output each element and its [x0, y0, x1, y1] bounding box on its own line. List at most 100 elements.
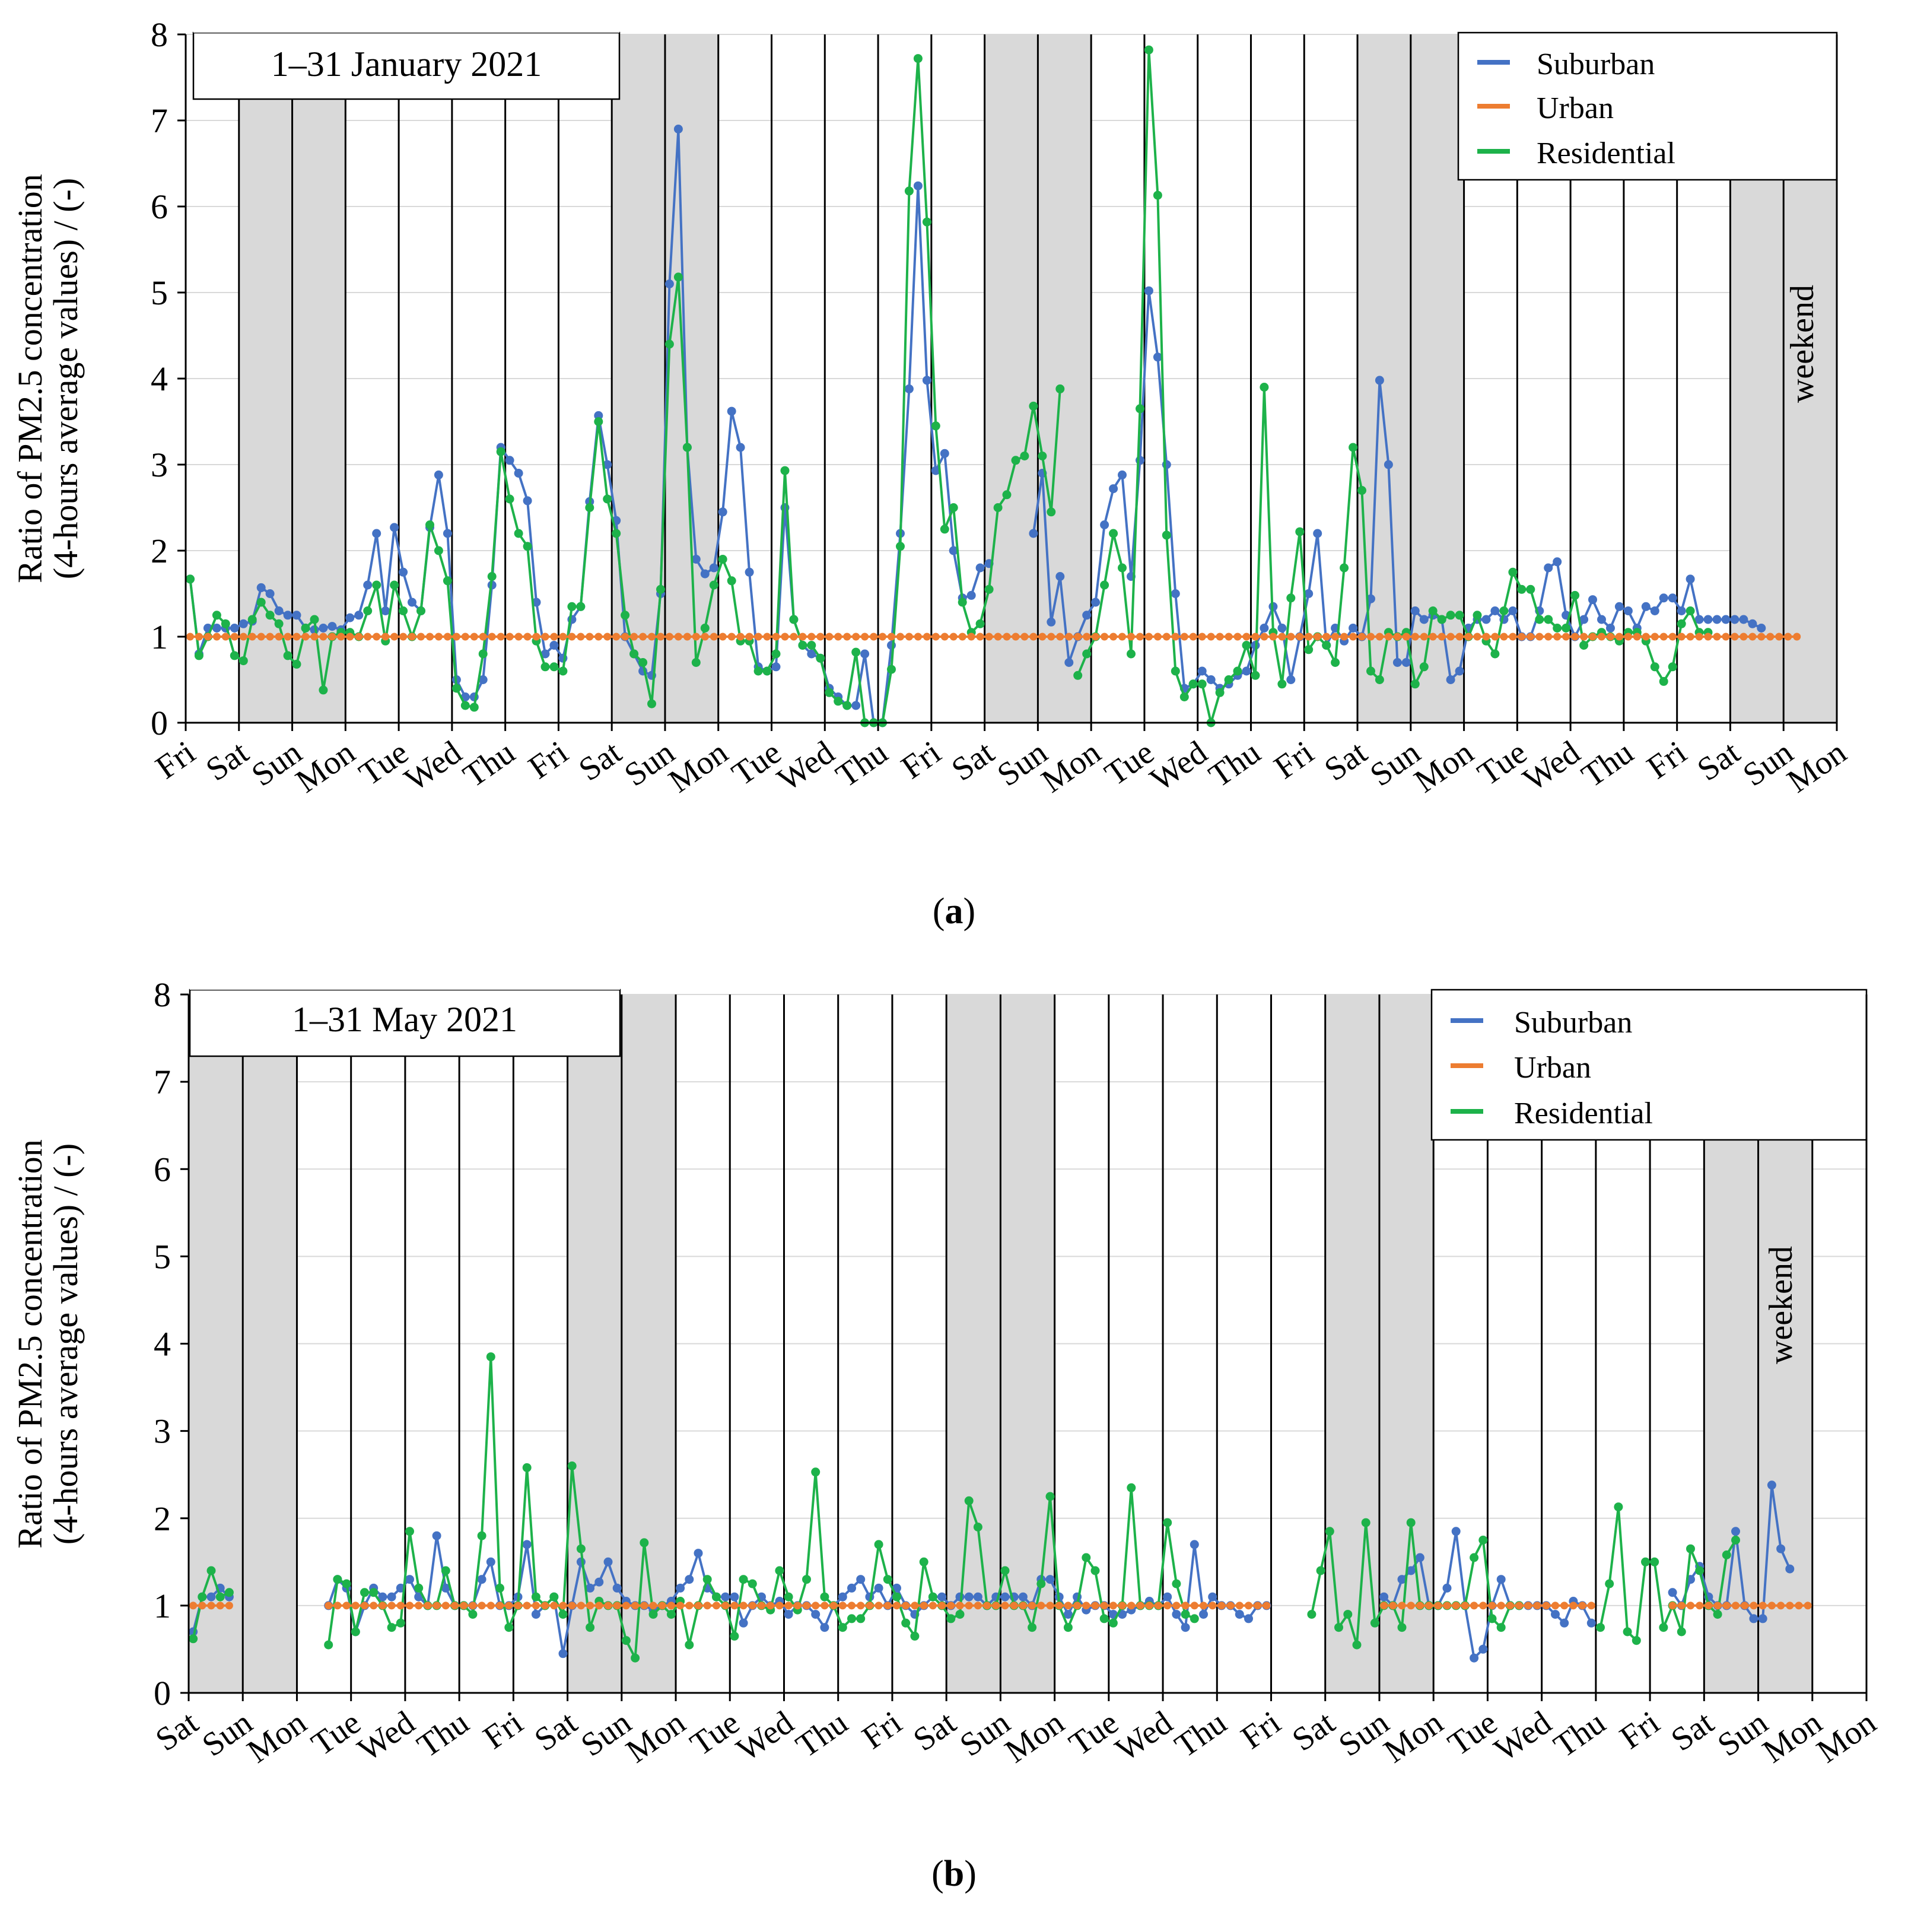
data-point-residential — [230, 651, 239, 660]
data-point-suburban — [736, 443, 745, 452]
x-tick-label: Sat — [907, 1704, 963, 1759]
data-point-residential — [648, 1610, 658, 1619]
data-point-urban — [337, 633, 345, 641]
data-point-urban — [364, 633, 372, 641]
data-point-residential — [390, 580, 399, 590]
data-point-urban — [426, 633, 434, 641]
data-point-residential — [495, 1583, 504, 1593]
weekend-band — [664, 34, 718, 723]
data-point-residential — [1242, 641, 1251, 650]
data-point-urban — [505, 1601, 513, 1610]
weekend-band — [984, 34, 1038, 723]
data-point-urban — [186, 633, 194, 641]
data-point-residential — [1650, 662, 1659, 672]
data-point-residential — [194, 651, 203, 660]
data-point-urban — [568, 1601, 576, 1610]
data-point-urban — [532, 1601, 540, 1610]
data-point-urban — [434, 633, 443, 641]
data-point-residential — [1028, 1623, 1037, 1632]
data-point-urban — [1491, 633, 1499, 641]
data-point-suburban — [856, 1575, 866, 1584]
data-point-residential — [1713, 1610, 1722, 1619]
data-point-urban — [1402, 633, 1410, 641]
data-point-suburban — [434, 470, 443, 479]
data-point-residential — [640, 1538, 649, 1547]
weekend-band — [621, 994, 676, 1693]
data-point-residential — [1047, 507, 1056, 517]
data-point-residential — [567, 602, 577, 611]
data-point-residential — [1605, 1579, 1614, 1588]
data-point-residential — [1063, 1623, 1073, 1632]
data-point-urban — [1777, 1601, 1785, 1610]
data-point-urban — [221, 633, 230, 641]
data-point-urban — [1001, 1601, 1009, 1610]
data-point-urban — [807, 633, 816, 641]
data-point-residential — [946, 1614, 956, 1623]
x-tick-label: Mon — [290, 734, 362, 800]
data-point-residential — [1375, 675, 1384, 684]
y-tick-label: 7 — [154, 1063, 171, 1101]
data-point-residential — [1307, 1610, 1316, 1619]
weekend-band — [1758, 1140, 1812, 1693]
data-point-suburban — [1064, 658, 1074, 667]
data-point-residential — [887, 665, 896, 674]
panel-b-chart: 1–31 May 2021 Suburban Urban Residential wee… — [11, 975, 1882, 1894]
data-point-residential — [621, 611, 630, 620]
title-box-mask — [190, 978, 620, 990]
data-point-residential — [1677, 1627, 1686, 1637]
data-point-urban — [1038, 633, 1047, 641]
data-point-residential — [993, 503, 1003, 512]
data-point-suburban — [1668, 593, 1677, 603]
data-point-suburban — [238, 619, 248, 628]
data-point-residential — [727, 576, 736, 586]
data-point-residential — [847, 1614, 856, 1623]
data-point-suburban — [1401, 658, 1411, 667]
data-point-residential — [1437, 615, 1446, 624]
data-point-urban — [1012, 633, 1020, 641]
data-point-residential — [709, 580, 718, 590]
series-line-residential — [1599, 1505, 1737, 1642]
x-tick-label: Thu — [411, 1704, 475, 1765]
data-point-suburban — [1419, 615, 1429, 624]
data-point-residential — [1295, 527, 1305, 536]
data-point-suburban — [727, 406, 736, 416]
data-point-urban — [355, 633, 363, 641]
data-point-residential — [369, 1588, 379, 1597]
data-point-urban — [568, 633, 576, 641]
data-point-urban — [767, 1601, 775, 1610]
data-point-urban — [1544, 633, 1553, 641]
data-point-residential — [1370, 1618, 1379, 1628]
data-point-suburban — [612, 1583, 622, 1593]
data-point-urban — [399, 633, 408, 641]
data-point-suburban — [1235, 1610, 1244, 1619]
weekend-label: weekend — [1763, 1246, 1799, 1364]
data-point-residential — [1002, 490, 1012, 500]
data-point-urban — [893, 1601, 901, 1610]
data-point-residential — [540, 662, 550, 672]
data-point-residential — [1487, 1614, 1497, 1623]
data-point-urban — [1389, 1601, 1397, 1610]
chart-title: 1–31 May 2021 — [292, 1000, 517, 1039]
data-point-residential — [505, 494, 514, 504]
x-tick-label: Fri — [522, 734, 575, 786]
data-point-suburban — [1304, 589, 1314, 598]
data-point-urban — [1109, 1601, 1117, 1610]
data-point-suburban — [1623, 606, 1633, 615]
data-point-suburban — [1544, 563, 1553, 573]
data-point-urban — [461, 633, 469, 641]
data-point-suburban — [399, 567, 408, 577]
data-point-residential — [523, 542, 532, 551]
data-point-urban — [559, 1601, 567, 1610]
data-point-urban — [631, 1601, 640, 1610]
data-point-urban — [514, 1601, 522, 1610]
data-point-residential — [1446, 611, 1455, 620]
data-point-urban — [1461, 1601, 1469, 1610]
data-point-urban — [1411, 633, 1419, 641]
x-tick-label: Mon — [241, 1704, 313, 1770]
data-point-residential — [700, 624, 710, 633]
data-point-urban — [586, 1601, 594, 1610]
data-point-urban — [496, 1601, 504, 1610]
data-point-suburban — [1731, 1527, 1740, 1536]
data-point-urban — [1074, 633, 1082, 641]
data-point-residential — [1526, 584, 1535, 594]
